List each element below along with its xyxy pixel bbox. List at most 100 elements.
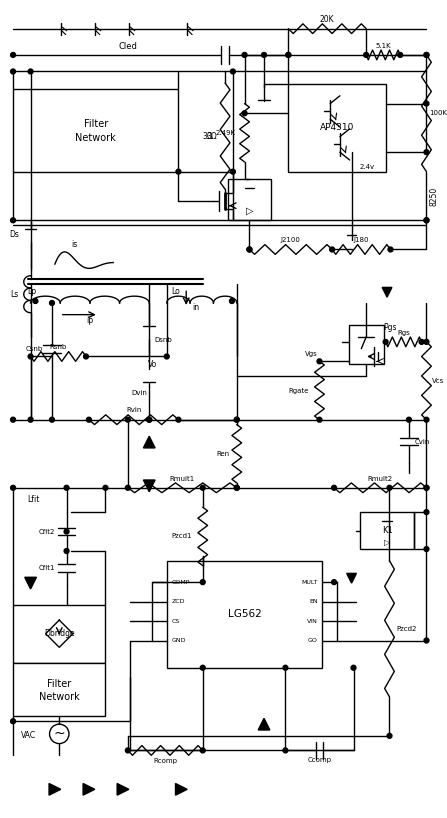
Circle shape bbox=[424, 218, 429, 222]
Text: Filter: Filter bbox=[47, 679, 72, 689]
Circle shape bbox=[234, 417, 239, 422]
Text: Rgate: Rgate bbox=[288, 388, 308, 393]
Circle shape bbox=[11, 218, 16, 222]
Text: Dvin: Dvin bbox=[131, 390, 148, 397]
Polygon shape bbox=[25, 578, 36, 589]
Text: VAC: VAC bbox=[21, 731, 36, 740]
Text: Rgs: Rgs bbox=[397, 330, 410, 336]
Text: AP4310: AP4310 bbox=[320, 124, 354, 133]
Text: Lfit: Lfit bbox=[28, 495, 40, 504]
Circle shape bbox=[424, 339, 429, 344]
Text: COMP: COMP bbox=[172, 580, 190, 585]
Circle shape bbox=[247, 247, 252, 252]
Circle shape bbox=[64, 485, 69, 490]
Text: J2100: J2100 bbox=[281, 236, 301, 243]
Circle shape bbox=[64, 529, 69, 534]
Circle shape bbox=[200, 580, 205, 585]
Bar bbox=[13, 89, 178, 172]
Bar bbox=[167, 561, 322, 667]
Circle shape bbox=[424, 150, 429, 155]
Circle shape bbox=[28, 417, 33, 422]
Bar bbox=[13, 663, 105, 717]
Circle shape bbox=[147, 417, 152, 422]
Polygon shape bbox=[117, 784, 129, 795]
Text: ZCD: ZCD bbox=[172, 599, 185, 605]
Circle shape bbox=[126, 748, 130, 753]
Text: LG562: LG562 bbox=[228, 609, 261, 619]
Text: Vcs: Vcs bbox=[432, 378, 444, 384]
Circle shape bbox=[424, 101, 429, 106]
Text: Vgs: Vgs bbox=[305, 351, 318, 357]
Circle shape bbox=[126, 485, 130, 490]
Text: GND: GND bbox=[172, 638, 186, 643]
Text: ~: ~ bbox=[54, 727, 65, 741]
Circle shape bbox=[317, 359, 322, 364]
Circle shape bbox=[283, 748, 288, 753]
Text: Rsnb: Rsnb bbox=[50, 344, 67, 350]
Text: Rcomp: Rcomp bbox=[153, 758, 177, 764]
Circle shape bbox=[424, 52, 429, 57]
Circle shape bbox=[387, 485, 392, 490]
Text: MULT: MULT bbox=[301, 580, 317, 585]
Circle shape bbox=[176, 169, 181, 174]
Polygon shape bbox=[382, 287, 392, 297]
Circle shape bbox=[424, 218, 429, 222]
Circle shape bbox=[33, 299, 38, 303]
Text: 5.1K: 5.1K bbox=[375, 43, 391, 49]
Circle shape bbox=[406, 417, 411, 422]
Circle shape bbox=[424, 485, 429, 490]
Circle shape bbox=[50, 300, 55, 305]
Text: Rvin: Rvin bbox=[126, 407, 141, 413]
Circle shape bbox=[87, 417, 91, 422]
Circle shape bbox=[28, 69, 33, 74]
Circle shape bbox=[419, 339, 424, 344]
Circle shape bbox=[387, 734, 392, 739]
Circle shape bbox=[147, 417, 152, 422]
Circle shape bbox=[330, 247, 334, 252]
Text: Network: Network bbox=[39, 692, 80, 703]
Text: ▷: ▷ bbox=[384, 537, 390, 546]
Text: 20K: 20K bbox=[320, 16, 334, 25]
Text: 3Ω: 3Ω bbox=[206, 132, 217, 141]
Text: Lp: Lp bbox=[28, 287, 37, 296]
Circle shape bbox=[398, 52, 403, 57]
Text: Dbridge: Dbridge bbox=[44, 629, 75, 638]
Polygon shape bbox=[347, 573, 356, 583]
Bar bbox=[288, 84, 386, 172]
Circle shape bbox=[332, 580, 337, 585]
Polygon shape bbox=[143, 436, 155, 448]
Text: Vo: Vo bbox=[148, 360, 157, 369]
Circle shape bbox=[200, 748, 205, 753]
Circle shape bbox=[11, 485, 16, 490]
Text: Ds: Ds bbox=[9, 231, 19, 240]
Circle shape bbox=[103, 485, 108, 490]
Text: ▷: ▷ bbox=[246, 205, 253, 216]
Circle shape bbox=[11, 52, 16, 57]
Circle shape bbox=[283, 665, 288, 670]
Circle shape bbox=[234, 485, 239, 490]
Circle shape bbox=[28, 354, 33, 359]
Text: CS: CS bbox=[172, 618, 180, 623]
Text: Rmult1: Rmult1 bbox=[170, 476, 195, 482]
Circle shape bbox=[11, 719, 16, 724]
Text: Cflt2: Cflt2 bbox=[39, 528, 55, 534]
Circle shape bbox=[261, 52, 266, 57]
Circle shape bbox=[64, 549, 69, 554]
Polygon shape bbox=[245, 620, 254, 630]
Bar bbox=[13, 605, 105, 663]
Circle shape bbox=[242, 111, 247, 115]
Text: 2.4v: 2.4v bbox=[359, 164, 375, 170]
Circle shape bbox=[388, 247, 393, 252]
Circle shape bbox=[364, 52, 369, 57]
Text: EN: EN bbox=[309, 599, 317, 605]
Circle shape bbox=[84, 354, 89, 359]
Text: Pzcd1: Pzcd1 bbox=[171, 533, 192, 539]
Circle shape bbox=[424, 546, 429, 551]
Circle shape bbox=[424, 52, 429, 57]
Bar bbox=[360, 512, 414, 549]
Text: K1: K1 bbox=[382, 526, 392, 535]
Text: Ls: Ls bbox=[11, 290, 19, 299]
Polygon shape bbox=[176, 784, 187, 795]
Text: 2.49K: 2.49K bbox=[215, 130, 235, 136]
Circle shape bbox=[50, 417, 55, 422]
